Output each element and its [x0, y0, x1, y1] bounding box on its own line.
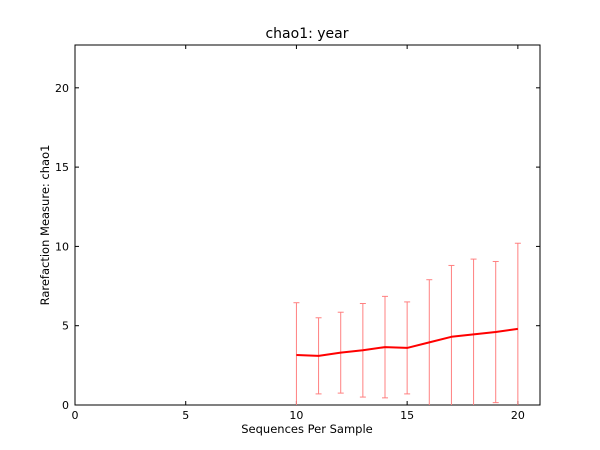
plot-frame: [74, 44, 541, 406]
x-tick-label: 0: [72, 409, 79, 422]
error-bars: [293, 242, 521, 405]
chart-title: chao1: year: [265, 26, 348, 42]
x-tick-label: 10: [289, 409, 303, 422]
error-bar: [470, 258, 477, 405]
y-tick-label: 20: [55, 82, 69, 95]
y-tick-label: 0: [62, 399, 69, 412]
series-line: [296, 327, 518, 357]
y-tick-label: 15: [55, 161, 69, 174]
y-tick-label: 5: [62, 320, 69, 333]
y-tick-label: 10: [55, 240, 69, 253]
y-axis-label: Rarefaction Measure: chao1: [38, 145, 52, 306]
x-tick-label: 5: [182, 409, 189, 422]
x-axis-label: Sequences Per Sample: [241, 422, 372, 436]
series-lines: [296, 327, 518, 357]
x-tick-label: 20: [511, 409, 525, 422]
error-bar: [448, 264, 455, 405]
axis-ticks: 0 5 10 15 20 0 5 10 15 20: [55, 45, 540, 422]
x-tick-label: 15: [400, 409, 414, 422]
error-bar: [514, 242, 521, 405]
error-bar: [293, 302, 300, 405]
